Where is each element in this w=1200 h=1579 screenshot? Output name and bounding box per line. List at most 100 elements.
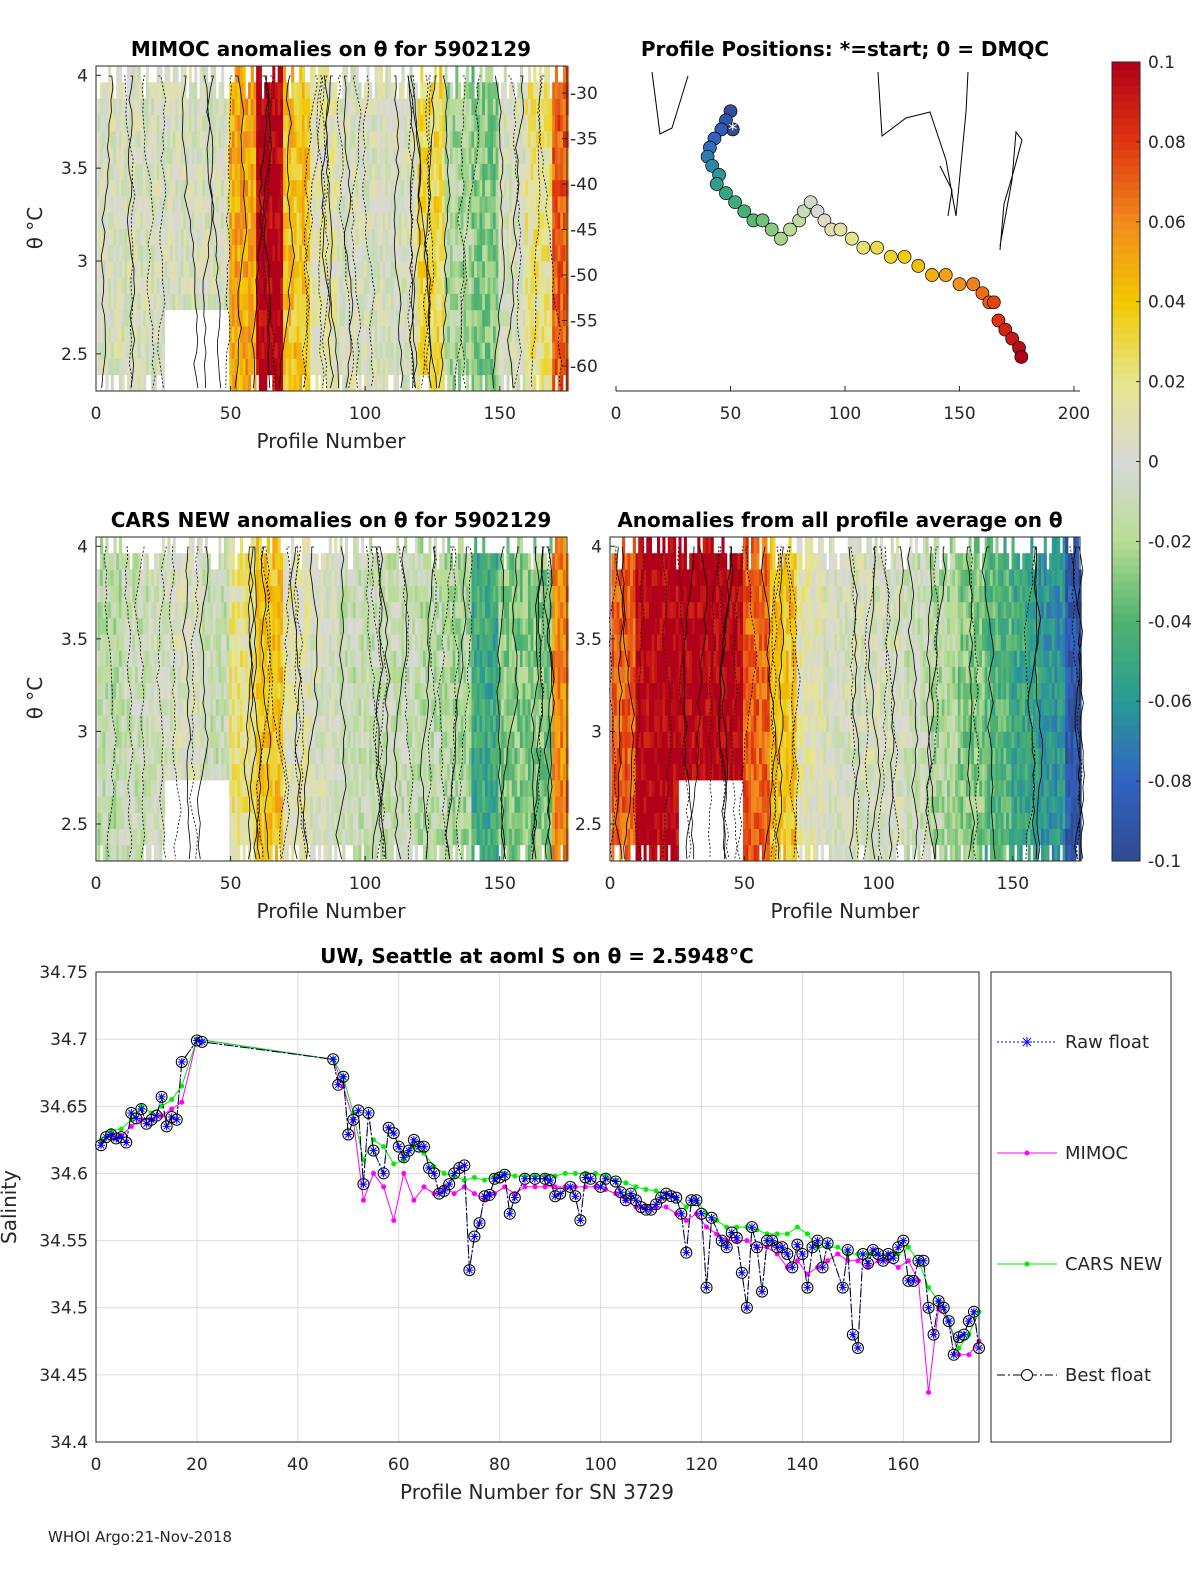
- heatmap-cell: [248, 164, 251, 181]
- heatmap-cell: [474, 310, 477, 327]
- heatmap-cell: [148, 212, 151, 229]
- heatmap-cell: [232, 147, 235, 164]
- heatmap-cell: [544, 180, 547, 197]
- heatmap-cell: [485, 131, 488, 148]
- heatmap-cell: [122, 683, 125, 700]
- heatmap-cell: [469, 115, 472, 132]
- heatmap-cell: [237, 164, 240, 181]
- heatmap-cell: [146, 731, 149, 748]
- heatmap-cell: [267, 812, 270, 829]
- heatmap-cell: [332, 748, 335, 765]
- heatmap-cell: [488, 82, 491, 99]
- heatmap-cell: [342, 829, 345, 846]
- heatmap-cell: [267, 229, 270, 246]
- heatmap-cell: [450, 196, 453, 213]
- heatmap-cell: [151, 829, 154, 846]
- heatmap-cell: [148, 618, 151, 635]
- heatmap-cell: [420, 229, 423, 246]
- heatmap-cell: [119, 812, 122, 829]
- heatmap-cell: [353, 618, 356, 635]
- heatmap-cell: [154, 553, 157, 570]
- heatmap-cell: [466, 180, 469, 197]
- heatmap-cell: [474, 261, 477, 278]
- heatmap-cell: [458, 131, 461, 148]
- heatmap-cell: [248, 229, 251, 246]
- heatmap-cell: [466, 196, 469, 213]
- heatmap-cell: [396, 294, 399, 311]
- heatmap-cell: [404, 277, 407, 294]
- heatmap-cell: [232, 667, 235, 684]
- heatmap-cell: [140, 180, 143, 197]
- heatmap-cell: [313, 602, 316, 619]
- heatmap-cell: [286, 699, 289, 716]
- heatmap-cell: [181, 147, 184, 164]
- heatmap-cell: [348, 699, 351, 716]
- heatmap-cell: [146, 764, 149, 781]
- heatmap-cell: [283, 82, 286, 99]
- heatmap-cell: [423, 180, 426, 197]
- heatmap-cell: [283, 229, 286, 246]
- heatmap-cell: [345, 731, 348, 748]
- heatmap-cell: [197, 261, 200, 278]
- heatmap-cell: [539, 310, 542, 327]
- heatmap-cell: [434, 326, 437, 343]
- heatmap-cell: [469, 326, 472, 343]
- heatmap-cell: [275, 164, 278, 181]
- heatmap-cell: [232, 245, 235, 262]
- heatmap-cell: [97, 147, 100, 164]
- heatmap-cell: [235, 586, 238, 603]
- heatmap-cell: [315, 277, 318, 294]
- heatmap-cell: [105, 212, 108, 229]
- heatmap-cell: [334, 131, 337, 148]
- heatmap-cell: [100, 131, 103, 148]
- heatmap-cell: [229, 812, 232, 829]
- heatmap-cell: [275, 683, 278, 700]
- heatmap-cell: [310, 796, 313, 813]
- heatmap-cell: [550, 277, 553, 294]
- heatmap-cell: [377, 82, 380, 99]
- heatmap-cell: [280, 780, 283, 797]
- heatmap-cell: [251, 537, 254, 554]
- heatmap-cell: [313, 294, 316, 311]
- heatmap-cell: [173, 212, 176, 229]
- heatmap-cell: [286, 375, 289, 392]
- heatmap-cell: [431, 147, 434, 164]
- heatmap-cell: [143, 229, 146, 246]
- heatmap-cell: [313, 261, 316, 278]
- heatmap-cell: [124, 147, 127, 164]
- heatmap-cell: [334, 569, 337, 586]
- heatmap-cell: [167, 66, 170, 83]
- heatmap-cell: [353, 812, 356, 829]
- heatmap-cell: [229, 764, 232, 781]
- heatmap-cell: [170, 147, 173, 164]
- heatmap-cell: [248, 359, 251, 376]
- heatmap-cell: [157, 829, 160, 846]
- heatmap-cell: [154, 618, 157, 635]
- heatmap-cell: [154, 261, 157, 278]
- heatmap-cell: [334, 294, 337, 311]
- heatmap-cell: [116, 634, 119, 651]
- heatmap-cell: [224, 569, 227, 586]
- heatmap-cell: [124, 764, 127, 781]
- heatmap-cell: [323, 764, 326, 781]
- heatmap-cell: [345, 699, 348, 716]
- heatmap-cell: [200, 277, 203, 294]
- heatmap-cell: [361, 245, 364, 262]
- heatmap-cell: [116, 245, 119, 262]
- heatmap-cell: [221, 212, 224, 229]
- footer-stamp: WHOI Argo:21-Nov-2018: [48, 1528, 232, 1546]
- heatmap-cell: [213, 731, 216, 748]
- heatmap-cell: [216, 650, 219, 667]
- heatmap-cell: [364, 326, 367, 343]
- heatmap-cell: [189, 164, 192, 181]
- heatmap-cell: [377, 196, 380, 213]
- heatmap-cell: [294, 196, 297, 213]
- heatmap-cell: [162, 342, 165, 359]
- heatmap-cell: [259, 147, 262, 164]
- heatmap-cell: [119, 359, 122, 376]
- heatmap-cell: [563, 82, 566, 99]
- heatmap-cell: [173, 602, 176, 619]
- heatmap-cell: [105, 115, 108, 132]
- heatmap-cell: [555, 82, 558, 99]
- heatmap-cell: [356, 261, 359, 278]
